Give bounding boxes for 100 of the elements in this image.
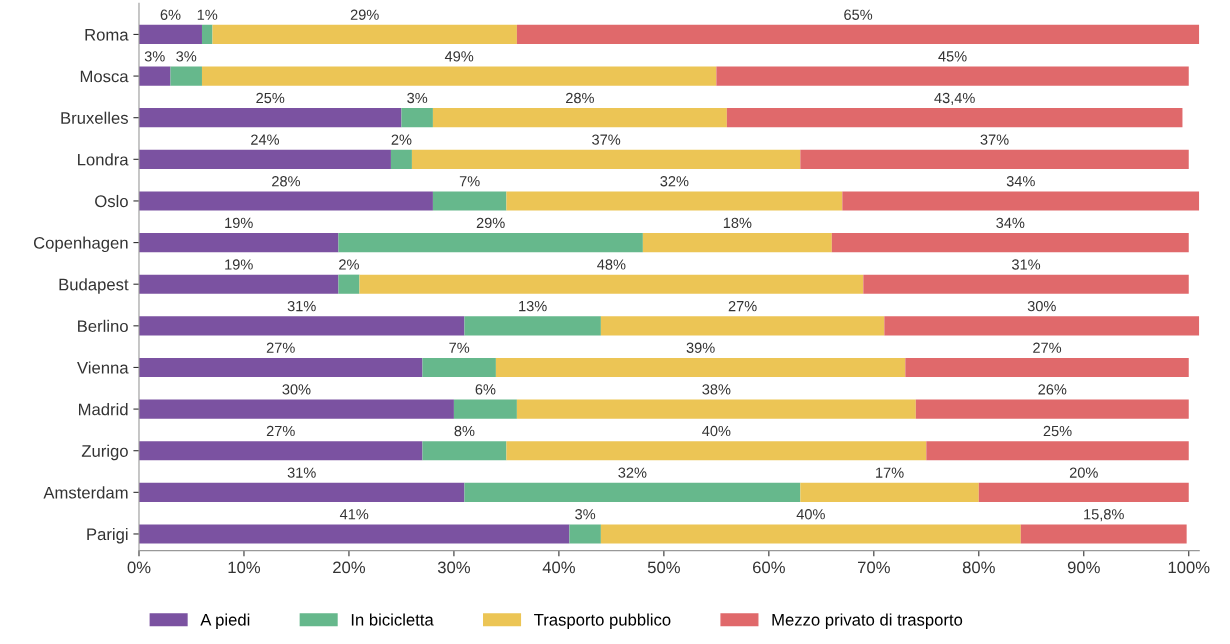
bar: [516, 399, 916, 419]
y-tick-label: Bruxelles: [61, 111, 128, 124]
data-label: 32%: [618, 467, 647, 478]
bar: [138, 274, 339, 294]
data-label: 13%: [519, 300, 547, 312]
data-label: 6%: [160, 9, 181, 20]
data-label: 49%: [444, 51, 474, 62]
data-label: 17%: [876, 467, 904, 478]
bar: [138, 233, 339, 253]
bar: [516, 24, 1200, 45]
bar: [569, 524, 601, 544]
data-label: 3%: [144, 51, 165, 62]
bar: [800, 482, 979, 502]
data-label: 8%: [454, 425, 475, 437]
bar: [506, 191, 843, 211]
x-tick-label: 10%: [228, 561, 261, 574]
bar: [138, 524, 570, 544]
data-label: 19%: [225, 259, 253, 270]
bar: [495, 357, 906, 378]
data-label: 34%: [996, 217, 1025, 229]
bar: [338, 274, 360, 294]
data-label: 34%: [1006, 176, 1035, 187]
y-tick-label: Madrid: [79, 403, 128, 416]
bar: [978, 482, 1189, 502]
data-label: 2%: [391, 134, 412, 145]
y-tick-label: Amsterdam: [43, 486, 128, 499]
legend-label: A piedi: [200, 613, 250, 629]
data-label: 31%: [287, 467, 316, 478]
data-label: 41%: [339, 509, 369, 520]
data-label: 7%: [459, 176, 480, 187]
x-tick-label: 100%: [1168, 561, 1210, 574]
data-label: 27%: [1033, 342, 1062, 353]
bar: [401, 108, 433, 128]
bar: [453, 399, 517, 419]
x-tick-label: 70%: [858, 561, 890, 574]
bar: [432, 108, 727, 128]
data-label: 19%: [225, 217, 253, 229]
x-tick-label: 20%: [333, 561, 366, 574]
y-tick-label: Copenhagen: [33, 236, 128, 253]
data-label: 15,8%: [1084, 509, 1124, 522]
bar: [201, 24, 213, 45]
data-label: 30%: [1027, 300, 1056, 312]
data-label: 25%: [256, 92, 285, 104]
data-label: 38%: [702, 384, 731, 395]
bar: [600, 316, 885, 336]
data-label: 30%: [282, 384, 311, 395]
data-label: 29%: [476, 217, 505, 229]
data-label: 18%: [723, 217, 752, 229]
data-label: 27%: [266, 342, 295, 353]
data-label: 39%: [686, 342, 715, 353]
bar: [800, 149, 1189, 169]
data-label: 32%: [660, 176, 689, 187]
bar: [600, 524, 1021, 544]
data-label: 48%: [597, 259, 626, 270]
bar: [915, 399, 1189, 419]
x-tick-label: 60%: [753, 561, 785, 574]
bar: [432, 191, 507, 211]
bar: [905, 357, 1189, 378]
bar: [138, 399, 454, 419]
bar: [138, 441, 423, 461]
x-tick-label: 40%: [542, 561, 575, 574]
data-label: 45%: [938, 51, 967, 62]
data-label: 65%: [844, 9, 873, 20]
data-label: 40%: [796, 509, 825, 520]
data-label: 6%: [475, 384, 496, 395]
x-tick-label: 50%: [647, 561, 680, 574]
bar: [212, 24, 517, 45]
data-label: 7%: [449, 342, 470, 353]
bar: [1020, 524, 1187, 544]
y-tick-label: Zurigo: [81, 444, 128, 461]
data-label: 3%: [575, 509, 596, 520]
data-label: 24%: [251, 134, 280, 145]
data-label: 27%: [728, 300, 757, 312]
bar: [642, 233, 832, 253]
data-label: 28%: [566, 92, 594, 104]
legend-label: In bicicletta: [351, 613, 434, 626]
bar: [411, 149, 801, 169]
y-tick-label: Berlino: [78, 319, 128, 333]
bar: [138, 66, 171, 86]
bar: [422, 441, 507, 461]
data-label: 37%: [592, 134, 621, 145]
x-tick-label: 80%: [962, 561, 995, 574]
bar: [831, 233, 1189, 253]
data-label: 27%: [266, 425, 295, 437]
data-label: 37%: [980, 134, 1009, 145]
bar: [138, 149, 391, 169]
bar: [464, 316, 601, 336]
bar: [422, 357, 496, 378]
data-label: 28%: [272, 176, 301, 187]
bar: [884, 316, 1200, 336]
bar: [338, 233, 643, 253]
y-tick-label: Roma: [85, 29, 129, 41]
bar: [926, 441, 1189, 461]
bar: [201, 66, 717, 86]
bar: [138, 316, 465, 336]
bar: [138, 108, 402, 128]
legend-label: Trasporto pubblico: [534, 613, 671, 629]
bar: [138, 191, 433, 211]
bar: [138, 24, 202, 45]
data-label: 29%: [350, 9, 379, 20]
